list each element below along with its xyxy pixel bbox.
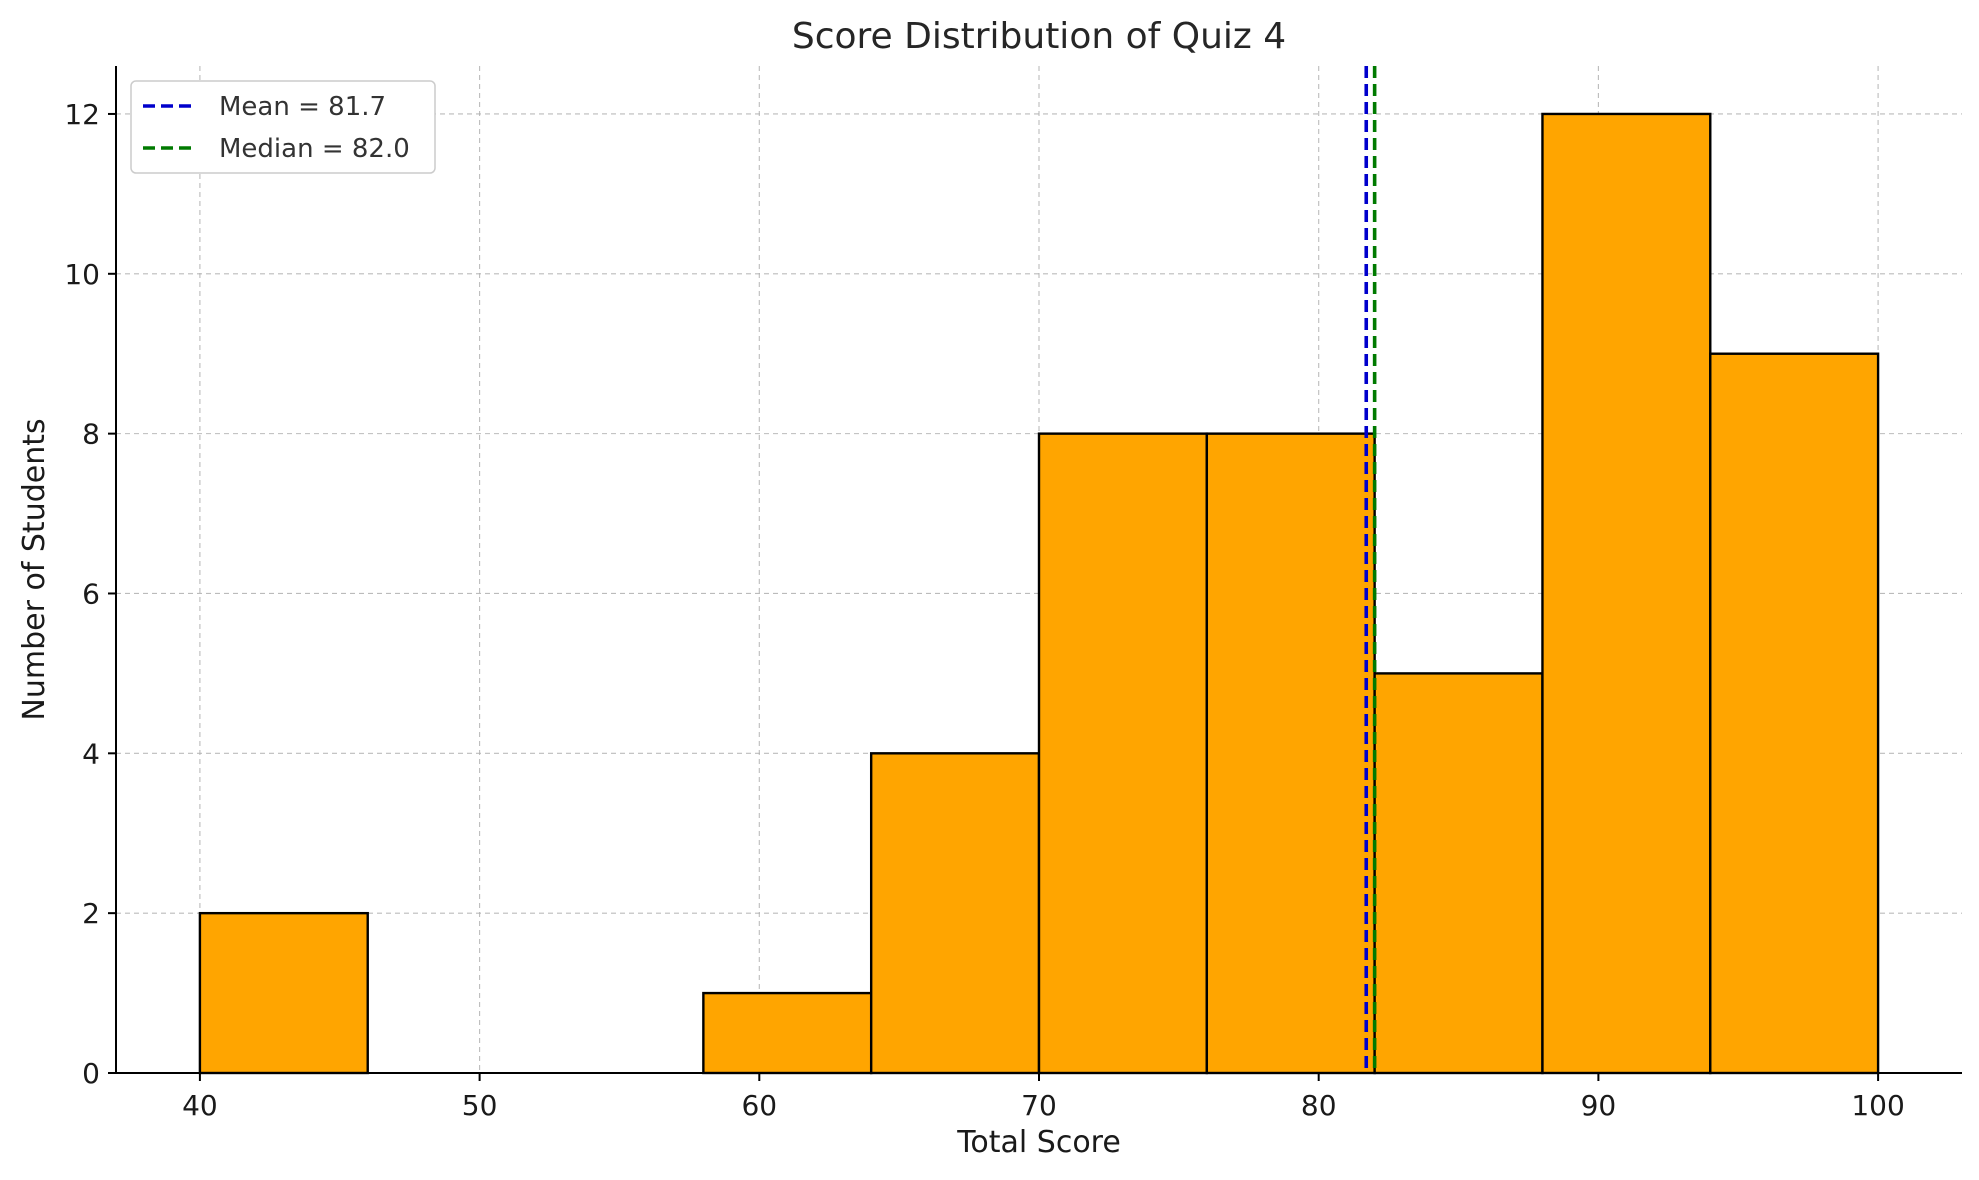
histogram-bar bbox=[1373, 672, 1544, 1075]
y-tick-label: 8 bbox=[82, 418, 100, 451]
ticks-layer: 40 50 60 70 80 90 100 0 2 4 6 8 10 12 bbox=[64, 98, 1904, 1122]
legend-label-median: Median = 82.0 bbox=[219, 134, 410, 164]
x-tick-label: 80 bbox=[1301, 1089, 1337, 1122]
x-tick-label: 50 bbox=[462, 1089, 498, 1122]
x-tick-label: 90 bbox=[1581, 1089, 1617, 1122]
y-tick-label: 2 bbox=[82, 897, 100, 930]
x-tick-label: 70 bbox=[1021, 1089, 1057, 1122]
histogram-bar bbox=[1541, 112, 1712, 1075]
y-tick-label: 12 bbox=[64, 98, 100, 131]
histogram-bar bbox=[869, 752, 1041, 1075]
y-tick-label: 6 bbox=[82, 577, 100, 610]
y-tick-label: 0 bbox=[82, 1057, 100, 1090]
x-tick-label: 40 bbox=[182, 1089, 218, 1122]
x-tick-label: 60 bbox=[741, 1089, 777, 1122]
reference-lines-layer bbox=[1364, 66, 1377, 1073]
bars-layer bbox=[198, 112, 1880, 1075]
legend-box bbox=[130, 80, 436, 174]
histogram-bar bbox=[1205, 432, 1376, 1075]
x-tick-label: 100 bbox=[1851, 1089, 1904, 1122]
y-tick-label: 10 bbox=[64, 258, 100, 291]
x-axis-title: Total Score bbox=[956, 1125, 1121, 1160]
chart-title: Score Distribution of Quiz 4 bbox=[792, 16, 1286, 57]
legend: Mean = 81.7 Median = 82.0 bbox=[130, 80, 436, 174]
legend-label-mean: Mean = 81.7 bbox=[219, 92, 386, 122]
y-tick-label: 4 bbox=[82, 737, 100, 770]
histogram-bar bbox=[1037, 432, 1209, 1075]
histogram-bar bbox=[702, 991, 873, 1075]
y-axis-title: Number of Students bbox=[17, 418, 52, 720]
histogram-bar bbox=[198, 911, 369, 1075]
histogram-bar bbox=[1709, 352, 1880, 1075]
